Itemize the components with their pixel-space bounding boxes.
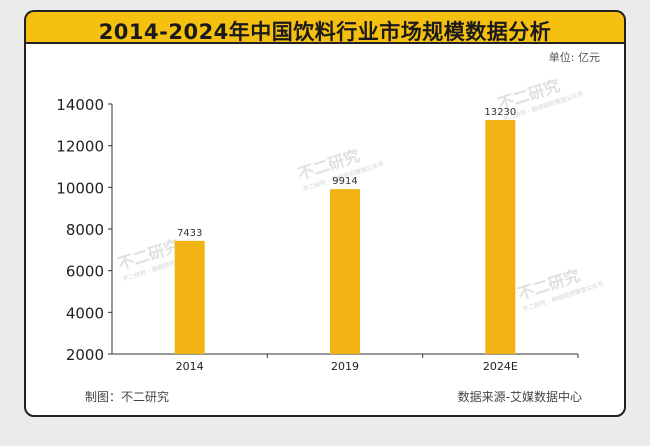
data-label: 7433 <box>177 228 202 239</box>
y-tick-label: 8000 <box>66 221 104 239</box>
bar <box>330 189 360 354</box>
y-tick-label: 6000 <box>66 263 104 281</box>
x-tick-label: 2024E <box>483 360 518 373</box>
x-tick-label: 2014 <box>176 360 204 373</box>
y-tick-label: 10000 <box>56 179 104 197</box>
footer-source: 数据来源-艾媒数据中心 <box>457 390 582 404</box>
bar <box>174 240 205 354</box>
bar <box>485 120 516 355</box>
y-tick-label: 2000 <box>66 346 104 364</box>
data-label: 9914 <box>332 176 357 187</box>
unit-label: 单位: 亿元 <box>548 51 600 64</box>
y-tick-label: 12000 <box>56 138 104 156</box>
data-label: 13230 <box>484 107 516 118</box>
x-tick-label: 2019 <box>331 360 359 373</box>
y-tick-label: 4000 <box>66 304 104 322</box>
footer-maker: 制图：不二研究 <box>85 390 170 404</box>
y-tick-label: 14000 <box>56 96 104 114</box>
chart-title: 2014-2024年中国饮料行业市场规模数据分析 <box>98 20 552 44</box>
